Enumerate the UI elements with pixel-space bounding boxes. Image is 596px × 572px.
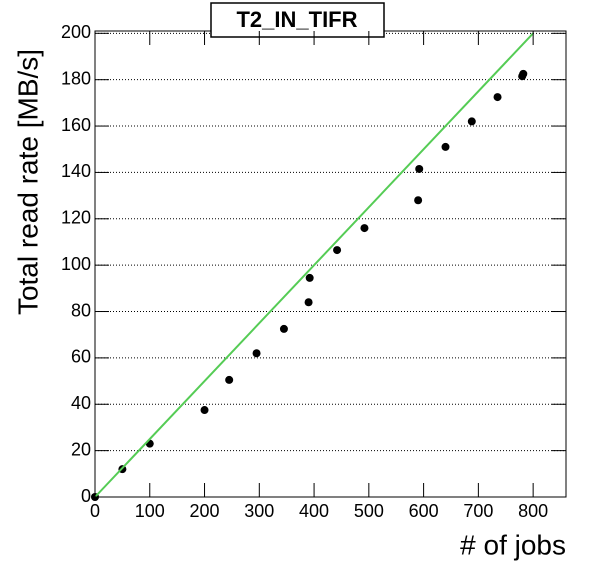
data-point bbox=[414, 196, 423, 205]
data-point bbox=[304, 298, 313, 307]
data-point bbox=[441, 142, 450, 151]
y-tick-label: 80 bbox=[71, 300, 91, 320]
x-tick-label: 600 bbox=[409, 501, 439, 521]
data-point bbox=[360, 224, 369, 233]
y-tick-label: 40 bbox=[71, 393, 91, 413]
y-tick-label: 160 bbox=[61, 115, 91, 135]
data-point bbox=[467, 117, 476, 126]
y-tick-label: 140 bbox=[61, 161, 91, 181]
x-tick-label: 800 bbox=[518, 501, 548, 521]
data-point bbox=[225, 375, 234, 384]
fit-line bbox=[94, 32, 534, 498]
x-tick-label: 700 bbox=[463, 501, 493, 521]
plot bbox=[91, 32, 534, 501]
data-point bbox=[252, 349, 261, 358]
y-tick-label: 20 bbox=[71, 439, 91, 459]
y-tick-label: 120 bbox=[61, 208, 91, 228]
data-point bbox=[493, 93, 502, 102]
data-point bbox=[305, 273, 314, 282]
x-tick-label: 300 bbox=[244, 501, 274, 521]
y-tick-label: 0 bbox=[81, 486, 91, 506]
data-point bbox=[519, 69, 528, 78]
y-tick-label: 60 bbox=[71, 347, 91, 367]
y-axis-label: Total read rate [MB/s] bbox=[12, 49, 43, 315]
y-tick-label: 200 bbox=[61, 22, 91, 42]
data-point bbox=[415, 164, 424, 173]
x-tick-label: 0 bbox=[90, 501, 100, 521]
data-point bbox=[333, 246, 342, 255]
x-tick-label: 100 bbox=[135, 501, 165, 521]
y-tick-label: 100 bbox=[61, 254, 91, 274]
y-tick-label: 180 bbox=[61, 68, 91, 88]
x-axis-label: # of jobs bbox=[460, 529, 566, 560]
x-tick-label: 500 bbox=[354, 501, 384, 521]
data-point bbox=[279, 324, 288, 333]
x-tick-label: 200 bbox=[190, 501, 220, 521]
data-point bbox=[200, 406, 209, 415]
chart-title: T2_IN_TIFR bbox=[236, 7, 357, 32]
x-tick-label: 400 bbox=[299, 501, 329, 521]
title-box bbox=[210, 2, 385, 38]
